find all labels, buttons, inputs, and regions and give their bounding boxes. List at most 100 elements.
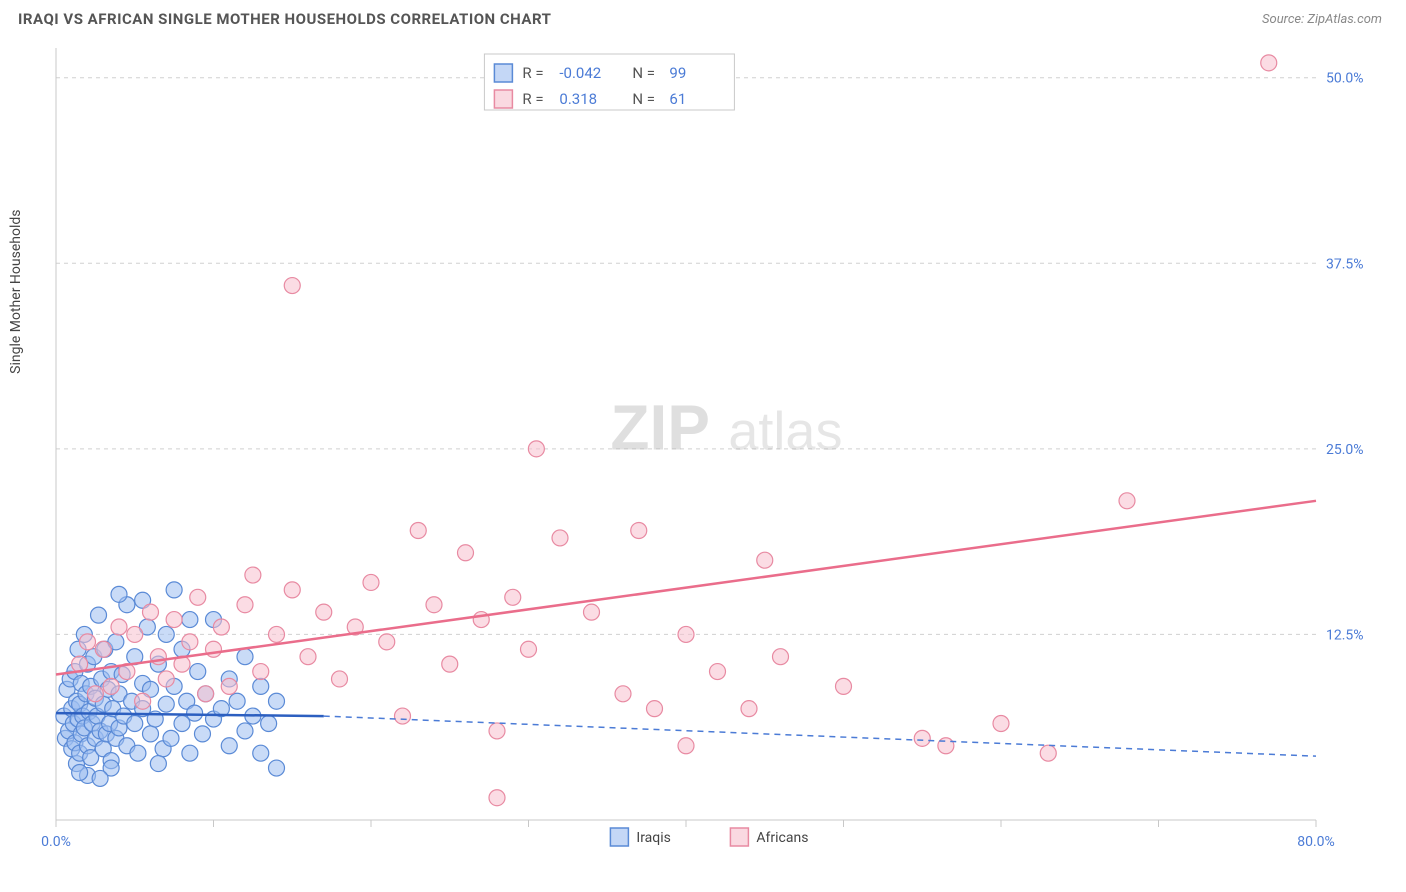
data-point	[91, 607, 107, 623]
legend-text: R =	[522, 64, 543, 82]
legend-r-value: 0.318	[559, 90, 597, 108]
data-point	[300, 649, 316, 665]
data-point	[182, 745, 198, 761]
data-point	[103, 678, 119, 694]
data-point	[521, 641, 537, 657]
data-point	[528, 441, 544, 457]
data-point	[158, 671, 174, 687]
data-point	[143, 604, 159, 620]
data-point	[95, 641, 111, 657]
data-point	[190, 664, 206, 680]
data-point	[678, 738, 694, 754]
chart-header: IRAQI VS AFRICAN SINGLE MOTHER HOUSEHOLD…	[0, 0, 1406, 34]
trend-line-africans	[56, 501, 1316, 675]
watermark: ZIP	[610, 391, 710, 463]
data-point	[166, 612, 182, 628]
data-point	[993, 716, 1009, 732]
chart-area: Single Mother Households 12.5%25.0%37.5%…	[18, 38, 1390, 874]
data-point	[213, 619, 229, 635]
data-point	[442, 656, 458, 672]
data-point	[127, 626, 143, 642]
data-point	[80, 634, 96, 650]
data-point	[552, 530, 568, 546]
data-point	[158, 696, 174, 712]
data-point	[773, 649, 789, 665]
data-point	[150, 756, 166, 772]
data-point	[187, 705, 203, 721]
legend-text: N =	[632, 90, 655, 108]
data-point	[127, 716, 143, 732]
data-point	[72, 764, 88, 780]
data-point	[836, 678, 852, 694]
series-legend: Iraqis Africans	[610, 828, 808, 846]
data-point	[206, 641, 222, 657]
data-point	[135, 693, 151, 709]
data-point	[163, 730, 179, 746]
data-point	[182, 612, 198, 628]
data-point	[237, 723, 253, 739]
data-point	[269, 626, 285, 642]
legend-series-label: Iraqis	[636, 830, 670, 846]
data-point	[284, 582, 300, 598]
data-point	[92, 770, 108, 786]
legend-text: R =	[522, 90, 543, 108]
legend-swatch	[610, 828, 628, 846]
legend-swatch	[494, 64, 512, 82]
trend-line-iraqis-dash	[324, 716, 1316, 756]
data-point	[166, 582, 182, 598]
data-point	[741, 701, 757, 717]
legend-n-value: 61	[669, 90, 686, 108]
data-point	[253, 678, 269, 694]
data-point	[261, 716, 277, 732]
y-tick-label: 50.0%	[1326, 71, 1364, 87]
data-point	[182, 634, 198, 650]
x-tick-label: 0.0%	[41, 834, 71, 850]
data-point	[710, 664, 726, 680]
data-point	[269, 693, 285, 709]
data-point	[379, 634, 395, 650]
data-point	[426, 597, 442, 613]
data-point	[410, 523, 426, 539]
scatter-chart: 12.5%25.0%37.5%50.0%ZIPatlas0.0%80.0%R =…	[18, 38, 1378, 868]
data-point	[253, 664, 269, 680]
data-point	[489, 723, 505, 739]
data-point	[194, 726, 210, 742]
data-point	[1261, 55, 1277, 71]
source-label: Source: ZipAtlas.com	[1262, 12, 1382, 27]
y-tick-label: 37.5%	[1326, 256, 1364, 272]
data-point	[332, 671, 348, 687]
data-point	[130, 745, 146, 761]
data-point	[757, 552, 773, 568]
data-point	[1119, 493, 1135, 509]
data-point	[584, 604, 600, 620]
legend-series-label: Africans	[756, 830, 808, 846]
data-point	[253, 745, 269, 761]
data-point	[458, 545, 474, 561]
legend-swatch	[730, 828, 748, 846]
data-point	[269, 760, 285, 776]
data-point	[158, 626, 174, 642]
data-point	[1040, 745, 1056, 761]
data-point	[316, 604, 332, 620]
data-point	[221, 738, 237, 754]
data-point	[363, 574, 379, 590]
data-point	[111, 619, 127, 635]
data-point	[111, 586, 127, 602]
watermark: atlas	[728, 401, 842, 461]
data-point	[395, 708, 411, 724]
data-point	[631, 523, 647, 539]
data-point	[615, 686, 631, 702]
data-point	[678, 626, 694, 642]
legend-r-value: -0.042	[559, 64, 601, 82]
data-point	[87, 686, 103, 702]
data-point	[914, 730, 930, 746]
data-point	[489, 790, 505, 806]
legend-swatch	[494, 90, 512, 108]
y-tick-label: 25.0%	[1326, 442, 1364, 458]
data-point	[237, 597, 253, 613]
data-point	[221, 678, 237, 694]
data-point	[229, 693, 245, 709]
x-tick-label: 80.0%	[1297, 834, 1335, 850]
data-point	[237, 649, 253, 665]
data-point	[198, 686, 214, 702]
